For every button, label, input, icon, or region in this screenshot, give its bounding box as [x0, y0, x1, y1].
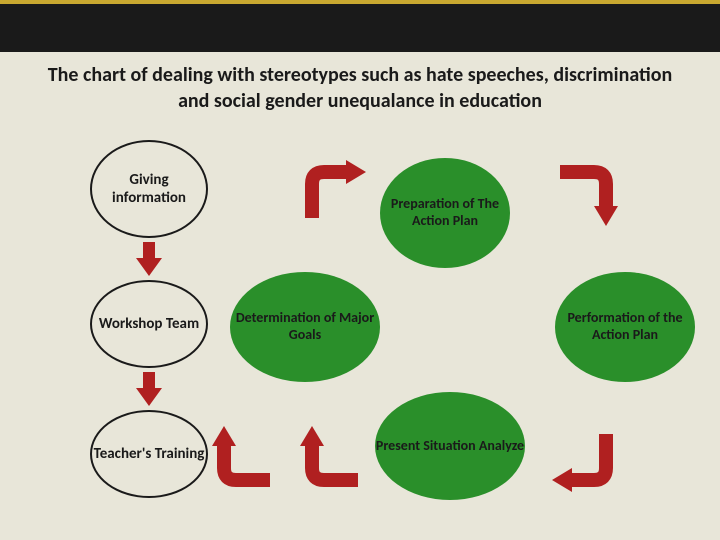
- circle-teachers-training: Teacher's Training: [90, 410, 208, 498]
- arrow-down-icon: [136, 242, 162, 276]
- circle-present-situation: Present Situation Analyze: [375, 392, 525, 500]
- curved-arrow-icon: [300, 422, 370, 492]
- circle-label: Teacher's Training: [94, 445, 205, 463]
- curved-arrow-icon: [548, 160, 618, 230]
- circle-label: Preparation of The Action Plan: [380, 196, 510, 230]
- circle-determination-goals: Determination of Major Goals: [230, 272, 380, 382]
- top-bar: [0, 0, 720, 52]
- circle-label: Workshop Team: [99, 315, 199, 333]
- circle-label: Present Situation Analyze: [376, 438, 524, 455]
- circle-label: Giving information: [92, 171, 206, 207]
- circle-giving-information: Giving information: [90, 140, 208, 238]
- circle-preparation-action-plan: Preparation of The Action Plan: [380, 158, 510, 268]
- curved-arrow-icon: [300, 160, 370, 230]
- circle-workshop-team: Workshop Team: [90, 280, 208, 368]
- diagram-area: Giving information Workshop Team Teacher…: [0, 122, 720, 522]
- circle-label: Determination of Major Goals: [230, 310, 380, 344]
- circle-performation-action-plan: Performation of the Action Plan: [555, 272, 695, 382]
- page-title: The chart of dealing with stereotypes su…: [0, 52, 720, 122]
- curved-arrow-icon: [212, 422, 282, 492]
- arrow-down-icon: [136, 372, 162, 406]
- circle-label: Performation of the Action Plan: [555, 310, 695, 344]
- curved-arrow-icon: [548, 422, 618, 492]
